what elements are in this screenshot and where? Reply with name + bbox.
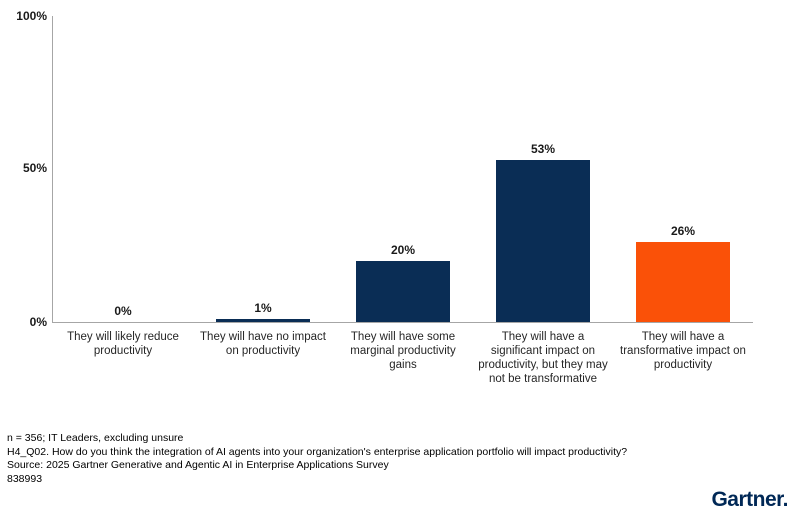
- bar-value-label: 1%: [254, 300, 272, 315]
- bar: [496, 159, 590, 322]
- bar-slot: 26%: [613, 16, 753, 322]
- bar-slot: 1%: [193, 16, 333, 322]
- footnote-sample: n = 356; IT Leaders, excluding unsure: [7, 432, 184, 444]
- bar-slot: 20%: [333, 16, 473, 322]
- category-label: They will have a significant impact on p…: [478, 331, 608, 385]
- bar: [636, 242, 730, 322]
- footnote-question: H4_Q02. How do you think the integration…: [7, 445, 628, 458]
- y-axis-line: [52, 16, 53, 322]
- y-axis-tick-50: 50%: [22, 161, 47, 175]
- gartner-logo: Gartner.: [711, 488, 788, 511]
- category-label: They will likely reduce productivity: [67, 331, 179, 357]
- bar: [216, 318, 310, 322]
- bar-slot: 53%: [473, 16, 613, 322]
- bar-slot: 0%: [53, 16, 193, 322]
- bar-value-label: 0%: [114, 304, 132, 318]
- category-label: They will have no impact on productivity: [200, 331, 326, 357]
- footnotes: n = 356; IT Leaders, excluding unsure H4…: [7, 432, 627, 486]
- category-label: They will have a transformative impact o…: [620, 331, 746, 371]
- y-axis-tick-0: 0%: [29, 315, 47, 329]
- bar-value-label: 26%: [670, 224, 696, 239]
- category-axis-labels: They will likely reduce productivity They…: [53, 330, 753, 386]
- category-label: They will have some marginal productivit…: [350, 331, 456, 371]
- footnote-source: Source: 2025 Gartner Generative and Agen…: [7, 459, 389, 471]
- bar-value-label: 20%: [390, 242, 416, 257]
- plot-area: 0% 1% 20% 53% 26%: [53, 16, 753, 322]
- x-axis-line: [52, 322, 753, 323]
- footnote-id: 838993: [7, 472, 43, 485]
- bar: [356, 260, 450, 322]
- bar-value-label: 53%: [530, 141, 556, 156]
- y-axis-tick-100: 100%: [16, 9, 47, 23]
